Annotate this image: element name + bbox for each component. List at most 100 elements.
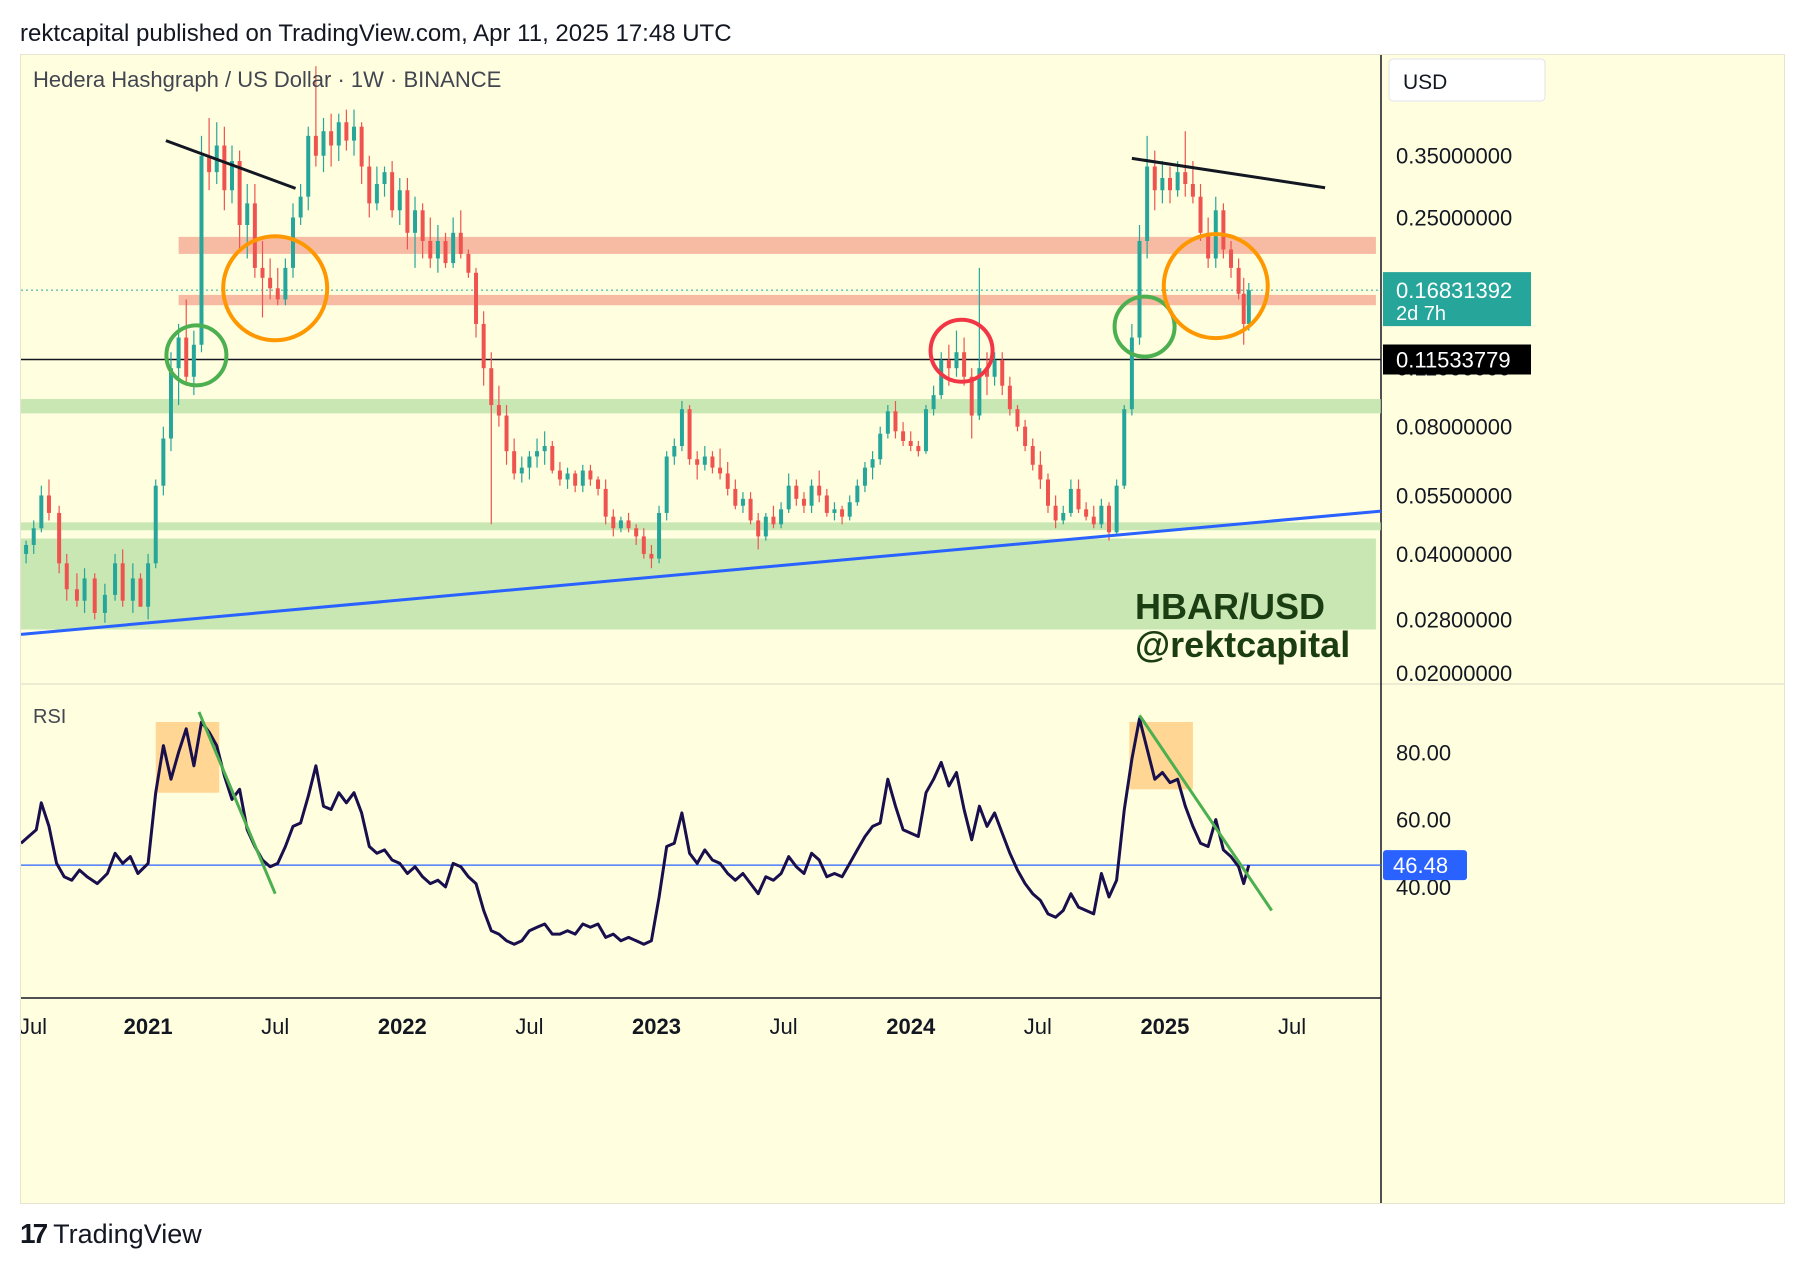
candle-body xyxy=(718,467,723,474)
candle-body xyxy=(1145,166,1150,241)
time-tick-label: Jul xyxy=(1024,1014,1052,1039)
candle-body xyxy=(298,196,303,218)
candle-body xyxy=(57,512,62,564)
candle-body xyxy=(222,145,227,191)
price-tick-label: 0.35000000 xyxy=(1396,144,1512,169)
candle-body xyxy=(809,485,814,506)
candle-body xyxy=(664,456,669,513)
candle-body xyxy=(420,210,425,241)
time-tick-label: Jul xyxy=(21,1014,47,1039)
candle-body xyxy=(977,368,982,416)
tradingview-logo-icon: 17 xyxy=(20,1218,48,1249)
candle-body xyxy=(130,578,135,601)
candle-body xyxy=(1137,240,1142,338)
candle-body xyxy=(413,210,418,233)
candle-body xyxy=(458,232,463,254)
candle-body xyxy=(527,456,532,468)
candle-body xyxy=(824,495,829,513)
candle-body xyxy=(756,520,761,537)
candle-body xyxy=(252,203,257,268)
candle-body xyxy=(74,589,79,601)
candle-body xyxy=(1168,178,1173,191)
candle-body xyxy=(1007,385,1012,410)
candle-body xyxy=(817,485,822,496)
green-circle-annotation xyxy=(164,323,229,388)
candle-body xyxy=(832,509,837,513)
zone-support-mid xyxy=(21,399,1381,414)
time-tick-label: 2022 xyxy=(378,1014,427,1039)
candle-body xyxy=(102,594,107,613)
price-label-value: 0.16831392 xyxy=(1396,278,1512,303)
candle-body xyxy=(1030,446,1035,465)
candle-body xyxy=(1061,512,1066,521)
watermark-handle: @rektcapital xyxy=(1135,624,1350,665)
candle-body xyxy=(573,473,578,486)
candle-body xyxy=(451,232,456,264)
time-tick-label: 2024 xyxy=(886,1014,936,1039)
candle-body xyxy=(1152,166,1157,191)
price-tick-label: 0.05500000 xyxy=(1396,483,1512,508)
chart-svg[interactable]: Hedera Hashgraph / US Dollar · 1W · BINA… xyxy=(21,55,1784,1203)
candle-body xyxy=(184,337,189,377)
candle-body xyxy=(245,203,250,225)
candle-body xyxy=(321,131,326,156)
candle-body xyxy=(283,267,288,300)
candle-body xyxy=(1038,464,1043,480)
candle-body xyxy=(176,337,181,369)
candle-body xyxy=(580,470,585,486)
candle-body xyxy=(596,479,601,489)
time-tick-label: 2023 xyxy=(632,1014,681,1039)
chart-title: Hedera Hashgraph / US Dollar · 1W · BINA… xyxy=(33,67,501,92)
currency-button[interactable]: USD xyxy=(1388,58,1546,102)
candle-body xyxy=(146,563,151,607)
time-tick-label: Jul xyxy=(770,1014,798,1039)
candle-body xyxy=(382,172,387,185)
time-tick-label: 2025 xyxy=(1140,1014,1189,1039)
rsi-tick-label: 80.00 xyxy=(1396,740,1451,765)
candle-body xyxy=(710,456,715,468)
rsi-line xyxy=(21,717,1251,946)
candle-body xyxy=(443,240,448,264)
zone-resistance-lower xyxy=(178,294,1376,306)
candle-body xyxy=(153,485,158,564)
candle-body xyxy=(390,172,395,211)
candle-body xyxy=(702,456,707,465)
candle-body xyxy=(885,411,890,434)
candle-body xyxy=(1099,505,1104,525)
candle-body xyxy=(901,431,906,441)
rsi-trendline xyxy=(1138,714,1273,912)
chart-frame[interactable]: Hedera Hashgraph / US Dollar · 1W · BINA… xyxy=(20,54,1785,1204)
candle-body xyxy=(352,126,357,141)
candle-body xyxy=(1246,290,1251,324)
rsi-value-label: 46.48 xyxy=(1383,850,1467,881)
watermark-pair: HBAR/USD xyxy=(1135,586,1325,627)
candle-body xyxy=(1206,232,1211,259)
price-tick-label: 0.08000000 xyxy=(1396,415,1512,440)
candle-body xyxy=(801,498,806,506)
candle-body xyxy=(489,368,494,406)
candle-body xyxy=(771,516,776,525)
candle-body xyxy=(268,277,273,289)
candle-body xyxy=(31,528,36,545)
candle-body xyxy=(260,267,265,278)
candle-body xyxy=(1236,267,1241,294)
candle-body xyxy=(1129,337,1134,410)
horizontal-level-label: 0.110000000.11533779 xyxy=(1383,344,1531,381)
candle-body xyxy=(92,578,97,613)
candle-body xyxy=(113,563,118,595)
candle-body xyxy=(82,578,87,601)
candle-body xyxy=(923,409,928,452)
candle-body xyxy=(626,520,631,529)
orange-circle-annotation xyxy=(1161,232,1270,341)
candle-body xyxy=(1045,479,1050,506)
candle-body xyxy=(1076,488,1081,510)
candle-body xyxy=(306,135,311,197)
candle-body xyxy=(1000,360,1005,386)
candle-body xyxy=(1023,426,1028,447)
candle-body xyxy=(1221,210,1226,250)
zone-resistance-upper xyxy=(178,236,1376,254)
red-circle-annotation xyxy=(928,317,995,384)
candle-body xyxy=(969,376,974,416)
candle-body xyxy=(550,446,555,471)
candle-body xyxy=(748,498,753,521)
